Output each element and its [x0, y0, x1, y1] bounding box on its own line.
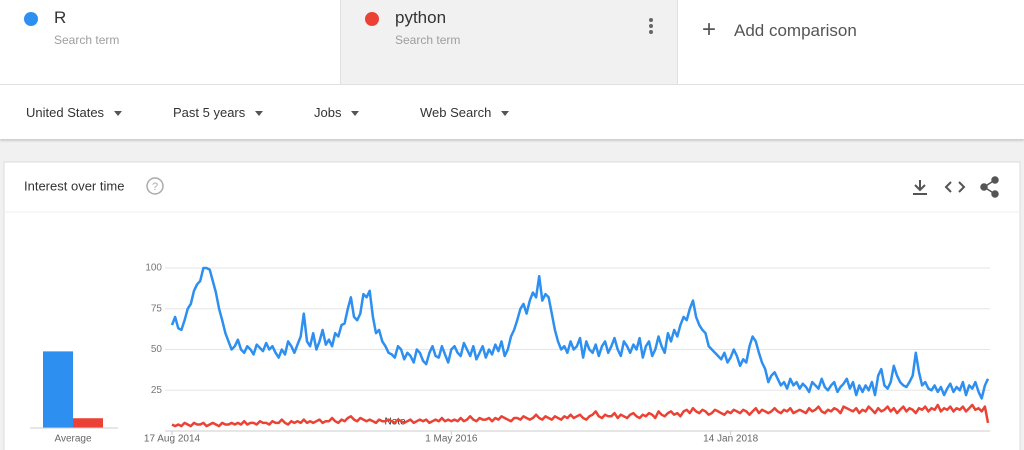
filters-bar: United States Past 5 years Jobs Web Sear… [0, 85, 1024, 139]
filter-dropdown[interactable]: Jobs [314, 105, 359, 120]
series-line [170, 266, 990, 400]
add-comparison-label: Add comparison [734, 21, 857, 40]
share-icon[interactable] [980, 176, 999, 198]
svg-text:?: ? [152, 181, 158, 193]
filter-dropdown[interactable]: Past 5 years [173, 105, 263, 120]
x-tick-label: 17 Aug 2014 [144, 434, 201, 445]
download-icon[interactable] [913, 180, 927, 195]
plus-icon: + [702, 16, 717, 43]
term-subtitle: Search term [54, 33, 120, 47]
term-name: python [395, 8, 447, 27]
search-terms-bar: R Search term python Search term + Add c… [0, 0, 1024, 85]
y-tick-label: 100 [145, 263, 162, 274]
add-comparison[interactable]: + Add comparison [678, 0, 1024, 84]
average-bar [43, 351, 73, 428]
term-color [24, 12, 38, 26]
more-menu[interactable] [649, 18, 653, 34]
y-tick-label: 50 [151, 344, 163, 355]
average-bar [73, 418, 103, 428]
term-color [365, 12, 379, 26]
x-tick-label: 1 May 2016 [425, 434, 478, 445]
x-tick-label: 14 Jan 2018 [703, 434, 758, 445]
panel-title: Interest over time [24, 178, 124, 193]
y-tick-label: 25 [151, 385, 163, 396]
panel [3, 161, 1021, 450]
average-label: Average [54, 434, 92, 445]
term-name: R [54, 8, 67, 27]
series-line [171, 403, 990, 428]
term-card[interactable]: python Search term [341, 0, 678, 84]
help-icon[interactable]: ? [146, 177, 164, 195]
filter-dropdown[interactable]: United States [26, 105, 122, 120]
term-card[interactable]: R Search term [0, 0, 341, 84]
y-tick-label: 75 [151, 303, 163, 314]
filter-dropdown[interactable]: Web Search [420, 105, 509, 120]
embed-icon[interactable] [944, 181, 966, 193]
term-subtitle: Search term [395, 33, 461, 47]
